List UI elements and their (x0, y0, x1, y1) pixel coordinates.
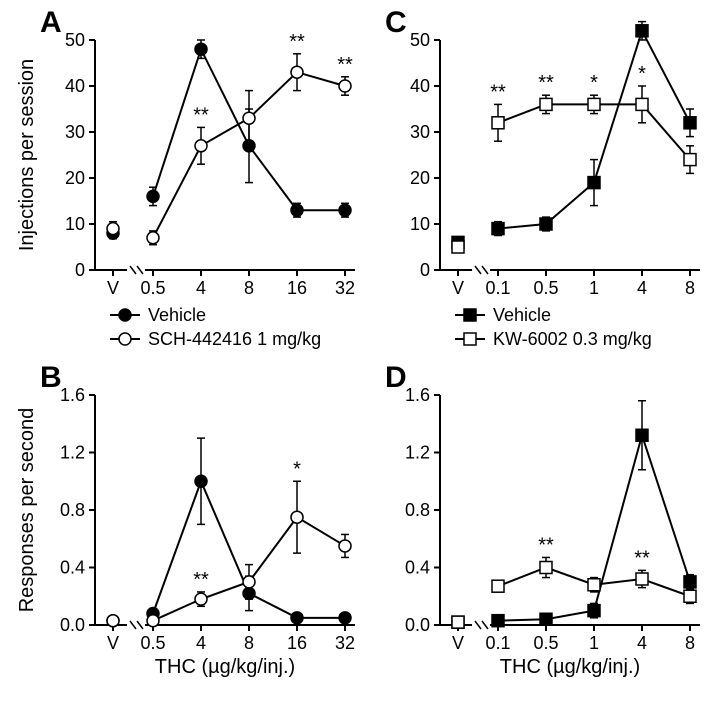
svg-text:0.5: 0.5 (140, 278, 165, 298)
svg-text:**: ** (490, 81, 506, 103)
svg-text:30: 30 (65, 122, 85, 142)
svg-text:1.6: 1.6 (60, 385, 85, 405)
svg-text:**: ** (289, 31, 305, 53)
svg-text:SCH-442416 1 mg/kg: SCH-442416 1 mg/kg (148, 329, 321, 349)
svg-text:0.4: 0.4 (405, 558, 430, 578)
svg-text:0: 0 (420, 260, 430, 280)
svg-text:A: A (40, 6, 62, 39)
svg-text:16: 16 (287, 633, 307, 653)
svg-text:0.5: 0.5 (533, 633, 558, 653)
svg-text:Injections per session: Injections per session (16, 59, 38, 251)
svg-text:D: D (385, 361, 407, 394)
svg-text:16: 16 (287, 278, 307, 298)
svg-text:50: 50 (65, 30, 85, 50)
svg-text:C: C (385, 6, 407, 39)
svg-text:*: * (293, 458, 301, 480)
svg-text:32: 32 (335, 633, 355, 653)
svg-text:40: 40 (65, 76, 85, 96)
svg-text:V: V (107, 278, 119, 298)
svg-text:**: ** (337, 54, 353, 76)
svg-text:50: 50 (410, 30, 430, 50)
svg-text:V: V (107, 633, 119, 653)
svg-text:0.8: 0.8 (405, 500, 430, 520)
svg-text:4: 4 (196, 278, 206, 298)
svg-text:4: 4 (637, 633, 647, 653)
svg-text:8: 8 (685, 278, 695, 298)
figure-svg: A01020304050V0.5481632Injections per ses… (0, 0, 720, 702)
svg-text:Vehicle: Vehicle (493, 305, 551, 325)
svg-text:0.5: 0.5 (140, 633, 165, 653)
svg-text:0.8: 0.8 (60, 500, 85, 520)
svg-text:0.0: 0.0 (405, 615, 430, 635)
svg-text:20: 20 (410, 168, 430, 188)
svg-text:0: 0 (75, 260, 85, 280)
svg-text:B: B (40, 361, 62, 394)
svg-text:8: 8 (685, 633, 695, 653)
svg-text:Vehicle: Vehicle (148, 305, 206, 325)
svg-text:KW-6002 0.3 mg/kg: KW-6002 0.3 mg/kg (493, 329, 652, 349)
svg-text:**: ** (634, 547, 650, 569)
svg-text:8: 8 (244, 278, 254, 298)
svg-text:40: 40 (410, 76, 430, 96)
svg-text:0.0: 0.0 (60, 615, 85, 635)
svg-text:0.1: 0.1 (485, 633, 510, 653)
svg-text:30: 30 (410, 122, 430, 142)
svg-text:**: ** (538, 534, 554, 556)
svg-text:1: 1 (589, 278, 599, 298)
svg-text:0.4: 0.4 (60, 558, 85, 578)
svg-text:**: ** (193, 569, 209, 591)
svg-text:10: 10 (65, 214, 85, 234)
svg-text:THC (µg/kg/inj.): THC (µg/kg/inj.) (500, 656, 640, 678)
svg-text:1.2: 1.2 (60, 443, 85, 463)
svg-text:**: ** (193, 104, 209, 126)
svg-text:THC (µg/kg/inj.): THC (µg/kg/inj.) (155, 656, 295, 678)
svg-text:10: 10 (410, 214, 430, 234)
svg-text:8: 8 (244, 633, 254, 653)
svg-text:32: 32 (335, 278, 355, 298)
svg-text:V: V (452, 633, 464, 653)
svg-text:V: V (452, 278, 464, 298)
svg-text:20: 20 (65, 168, 85, 188)
svg-text:1.6: 1.6 (405, 385, 430, 405)
svg-text:**: ** (538, 72, 554, 94)
svg-text:4: 4 (637, 278, 647, 298)
svg-text:0.1: 0.1 (485, 278, 510, 298)
svg-text:0.5: 0.5 (533, 278, 558, 298)
svg-text:4: 4 (196, 633, 206, 653)
svg-text:1: 1 (589, 633, 599, 653)
figure-container: A01020304050V0.5481632Injections per ses… (0, 0, 720, 702)
svg-text:*: * (590, 72, 598, 94)
svg-text:Responses per second: Responses per second (16, 408, 38, 613)
svg-text:*: * (638, 63, 646, 85)
svg-text:1.2: 1.2 (405, 443, 430, 463)
